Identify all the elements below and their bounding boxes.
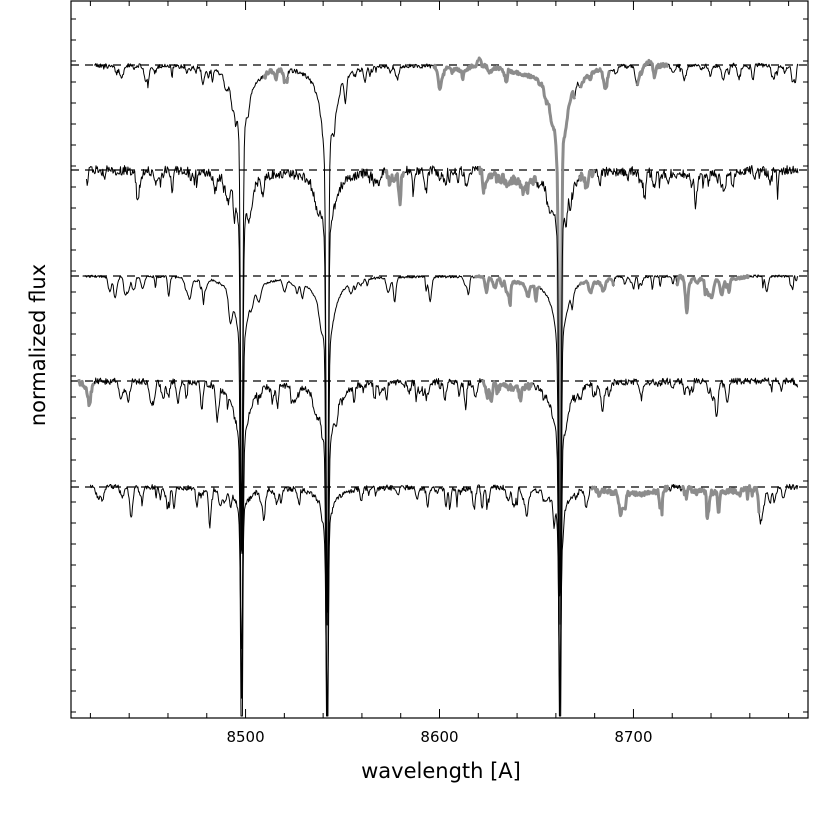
x-axis-ticks: 8500 8600 8700: [89, 1, 790, 746]
highlight-segment: [578, 169, 596, 190]
spectrum-line: [78, 377, 799, 717]
highlight-segment: [590, 484, 670, 518]
spectrum-2: [86, 165, 799, 613]
y-axis-ticks: [71, 18, 808, 713]
x-tick-label: 8600: [420, 728, 458, 746]
spectrum-4: [77, 377, 799, 717]
spectrum-5: [89, 483, 799, 715]
highlight-segment: [432, 59, 480, 91]
spectrum-line: [89, 483, 799, 715]
spectrum-line: [93, 57, 799, 626]
spectrum-line: [86, 165, 799, 613]
highlight-segment: [680, 484, 761, 520]
highlight-segment: [675, 273, 751, 315]
highlight-segment: [477, 165, 538, 197]
highlight-segment: [383, 169, 406, 207]
highlight-segment: [578, 67, 611, 91]
highlight-segment: [77, 378, 95, 408]
spectrum-1: [93, 56, 799, 626]
highlight-segment: [473, 274, 542, 307]
highlight-segment: [635, 58, 669, 86]
x-axis-title: wavelength [A]: [361, 759, 521, 783]
plot-frame: [70, 0, 809, 719]
spectrum-3: [82, 273, 799, 717]
x-tick-label: 8700: [614, 728, 652, 746]
spectra-series: [77, 56, 799, 717]
x-tick-label: 8500: [226, 728, 264, 746]
highlight-segment: [481, 379, 534, 403]
highlight-segment: [262, 67, 290, 85]
highlight-segment: [578, 277, 615, 295]
spectrum-line: [82, 274, 799, 717]
y-axis-title: normalized flux: [26, 264, 50, 426]
